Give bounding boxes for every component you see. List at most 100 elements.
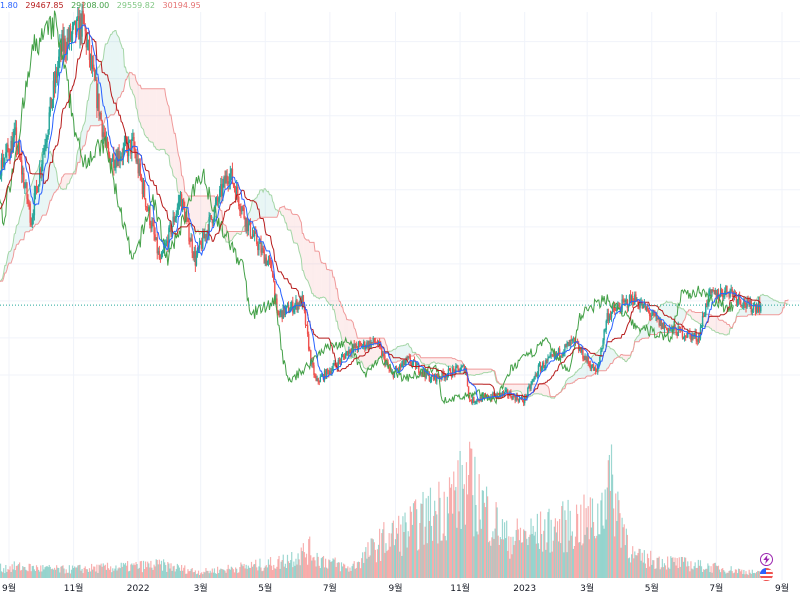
cloud-segment [49,151,51,205]
candle-body [259,242,261,244]
volume-bar [439,497,441,578]
volume-bar [717,565,720,578]
x-tick-label: 2023 [513,584,536,594]
candle-body [374,342,377,344]
cloud-segment [606,346,608,371]
candle-body [219,189,221,201]
candle-body [188,220,190,242]
candle-body [473,397,475,403]
candle-body [178,201,181,203]
volume-bar [137,568,139,578]
lightning-icon[interactable] [760,553,773,566]
candle-body [675,328,677,336]
volume-bar [230,566,232,578]
volume-bar [608,454,610,578]
candle-body [551,354,553,356]
volume-bar [628,557,631,578]
cloud-segment [335,281,337,322]
candle-body [328,370,330,375]
cloud-segment [201,196,203,233]
cloud-segment [700,312,702,324]
candle-body [258,243,260,251]
volume-bar [332,558,334,578]
candle-body [441,370,443,379]
candle-body [662,322,665,329]
volume-bar [752,573,755,578]
volume-bar [574,536,577,578]
cloud-segment [474,369,476,376]
volume-bar [130,564,132,578]
cloud-segment [272,201,274,218]
volume-bar [290,560,292,578]
candle-body [422,369,424,374]
volume-bar [352,563,354,578]
candle-body [597,367,599,372]
candle-body [590,367,593,369]
us-flag-icon[interactable] [760,568,773,581]
candle-body [433,374,436,380]
cloud-segment [158,88,160,151]
cloud-segment [488,369,490,373]
candle-body [314,375,316,376]
cloud-segment [138,84,140,122]
volume-bar [59,572,61,578]
candle-body [242,207,244,208]
volume-bar [371,538,373,578]
leading-span-b [0,71,789,398]
legend-value-5: 30194.95 [162,1,201,10]
candle-body [121,156,124,158]
candle-body [540,367,543,372]
candle-body [755,306,758,312]
candle-body [688,331,690,333]
volume-bar [660,567,662,578]
volume-bar [282,554,284,578]
cloud-segment [423,357,425,364]
cloud-segment [471,369,473,376]
candle-body [564,344,566,353]
volume-bar [328,559,330,578]
volume-bar [499,537,501,578]
volume-bar [210,572,212,578]
cloud-segment [346,319,348,355]
candle-body [349,349,351,353]
volume-bar [182,570,184,578]
volume-bar [680,556,683,578]
x-tick-label: 9월 [775,582,789,594]
cloud-segment [485,369,487,373]
volume-bar [221,568,223,578]
volume-bar [373,542,375,578]
volume-bar [122,562,124,578]
volume-bar [589,497,591,578]
cloud-segment [300,220,302,260]
volume-bar [57,567,59,578]
volume-bar [650,550,652,578]
volume-bar [572,548,574,578]
volume-bar [583,494,585,578]
cloud-segment [400,345,402,361]
volume-bar [595,538,597,578]
candle-body [301,295,304,306]
volume-bar [581,545,583,578]
volume-bar [618,500,620,578]
volume-bar [330,562,332,578]
volume-bar [379,528,381,578]
volume-bar [62,565,64,578]
cloud-segment [667,302,669,333]
candle-body [220,184,222,190]
volume-bar [249,567,252,578]
candle-body [601,348,603,351]
volume-bar [235,567,237,578]
candle-body [143,183,146,199]
cloud-segment [113,30,115,115]
candle-body [41,164,43,173]
candle-body [444,376,446,379]
candle-body [100,113,102,121]
cloud-segment [769,297,771,315]
candle-body [298,302,300,307]
candle-body [636,301,638,302]
cloud-segment [67,173,69,185]
volume-bar [108,569,111,578]
volume-bar [664,565,667,578]
volume-bar [526,538,528,578]
